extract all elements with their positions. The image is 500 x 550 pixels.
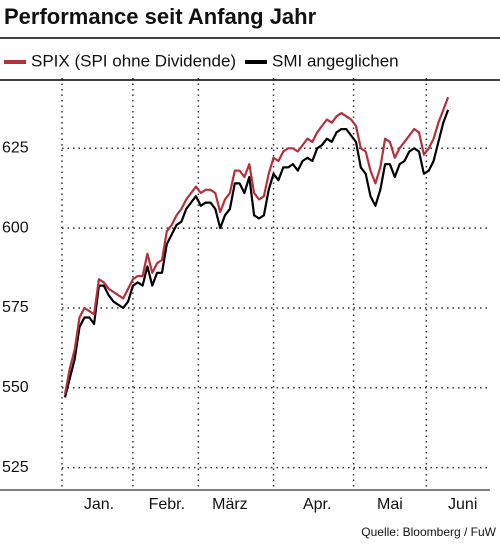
x-tick-label: März	[212, 496, 248, 513]
legend-label: SPIX (SPI ohne Dividende)	[31, 51, 236, 70]
x-tick-label: Apr.	[303, 496, 331, 513]
y-tick-label: 525	[2, 459, 29, 476]
y-tick-label: 600	[2, 219, 29, 236]
x-tick-label: Febr.	[149, 496, 185, 513]
y-tick-label: 550	[2, 379, 29, 396]
source: Quelle: Bloomberg / FuW	[361, 525, 496, 539]
chart-title: Performance seit Anfang Jahr	[4, 4, 317, 29]
y-tick-label: 575	[2, 299, 29, 316]
series-line	[63, 96, 450, 395]
y-tick-label: 625	[2, 139, 29, 156]
x-tick-label: Jan.	[84, 496, 114, 513]
x-tick-label: Mai	[377, 496, 403, 513]
legend-label: SMI angeglichen	[272, 51, 399, 70]
series-line	[63, 109, 450, 398]
x-tick-label: Juni	[448, 496, 477, 513]
